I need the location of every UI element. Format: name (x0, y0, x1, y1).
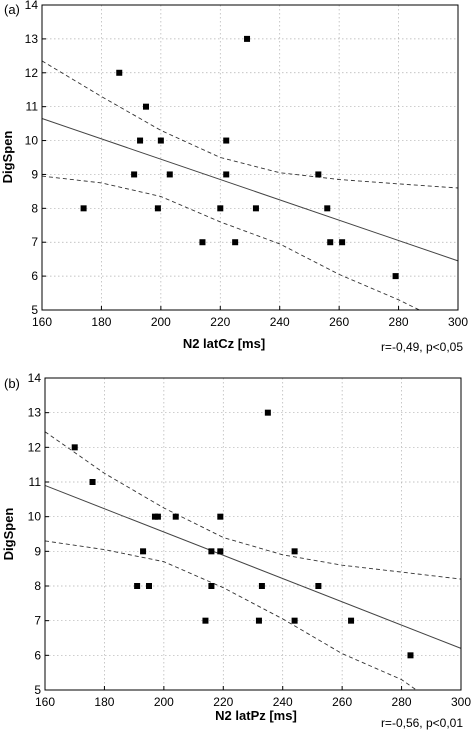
x-tick-label: 300 (448, 315, 468, 329)
y-tick-label: 13 (25, 32, 39, 46)
panel-label: (a) (4, 2, 20, 17)
y-tick-label: 14 (25, 0, 39, 12)
data-point (172, 513, 179, 520)
x-tick-label: 180 (91, 315, 111, 329)
data-point (264, 409, 271, 416)
y-tick-label: 9 (31, 167, 38, 181)
confidence-band-lower (41, 175, 420, 311)
data-point (223, 137, 230, 144)
y-tick-label: 12 (25, 66, 39, 80)
stat-annotation: r=-0,56, p<0,01 (381, 716, 463, 730)
y-tick-label: 13 (28, 406, 42, 420)
data-point (166, 171, 173, 178)
data-point (143, 103, 149, 110)
x-tick-label: 200 (154, 695, 174, 709)
data-point (315, 583, 322, 589)
panel-label: (b) (4, 376, 20, 391)
x-tick-label: 280 (392, 695, 412, 709)
x-tick-label: 300 (451, 695, 471, 709)
x-tick-label: 260 (332, 695, 352, 709)
y-tick-label: 8 (31, 201, 38, 215)
data-point (258, 583, 265, 589)
data-point (217, 513, 224, 520)
x-tick-label: 280 (389, 315, 409, 329)
x-tick-label: 240 (270, 315, 290, 329)
data-point (202, 617, 209, 624)
y-axis-label: DigSpen (0, 131, 15, 184)
data-point (80, 205, 87, 212)
y-tick-label: 8 (34, 579, 41, 593)
data-point (154, 205, 161, 212)
x-tick-label: 200 (151, 315, 171, 329)
data-point (223, 171, 230, 178)
plot-frame (44, 377, 462, 691)
y-tick-label: 9 (34, 544, 41, 558)
data-point (324, 205, 331, 212)
y-tick-label: 5 (31, 303, 38, 317)
data-point (348, 617, 355, 624)
y-tick-label: 7 (34, 614, 41, 628)
data-point (232, 239, 239, 246)
x-axis-label: N2 latCz [ms] (183, 336, 265, 351)
data-point (291, 617, 298, 624)
data-point (255, 617, 262, 624)
chart-panel-0: 160 180 200 220 240 260 280 300 5 6 7 8 9 10 11 12 13 14 (… (0, 0, 468, 354)
data-point (208, 548, 215, 555)
x-tick-label: 240 (273, 695, 293, 709)
data-point (217, 548, 224, 555)
data-point (244, 35, 251, 42)
data-point (339, 239, 346, 246)
stat-annotation: r=-0,49, p<0,05 (381, 340, 463, 354)
x-tick-label: 220 (213, 695, 233, 709)
x-tick-label: 260 (329, 315, 349, 329)
y-tick-label: 12 (28, 440, 42, 454)
data-point (315, 171, 322, 178)
y-axis-label: DigSpen (1, 508, 16, 561)
data-point (157, 137, 164, 144)
confidence-band-lower (44, 540, 417, 691)
x-tick-label: 160 (32, 315, 52, 329)
y-tick-label: 11 (26, 100, 39, 114)
regression-line (44, 485, 462, 649)
confidence-band-upper (41, 60, 459, 189)
data-point (392, 273, 399, 280)
data-point (116, 69, 123, 76)
data-point (137, 137, 144, 144)
data-point (134, 583, 141, 589)
chart-panel-1: 160 180 200 220 240 260 280 300 5 6 7 8 9 10 11 12 13 14 (… (1, 371, 471, 730)
regression-line (41, 118, 459, 262)
data-point (140, 548, 147, 555)
data-point (407, 652, 414, 659)
data-point (131, 171, 138, 178)
y-tick-label: 7 (31, 235, 38, 249)
y-tick-label: 5 (34, 683, 41, 697)
data-point (291, 548, 298, 555)
y-tick-label: 10 (25, 134, 39, 148)
data-point (327, 239, 334, 246)
confidence-band-upper (44, 431, 462, 580)
y-tick-label: 11 (29, 475, 42, 489)
x-axis-label: N2 latPz [ms] (215, 708, 297, 723)
data-point (217, 205, 224, 212)
x-tick-label: 160 (35, 695, 55, 709)
x-tick-label: 220 (210, 315, 230, 329)
y-tick-label: 6 (31, 269, 38, 283)
y-tick-label: 6 (34, 648, 41, 662)
x-tick-label: 180 (94, 695, 114, 709)
y-tick-label: 10 (28, 510, 42, 524)
data-point (89, 479, 96, 485)
data-point (154, 513, 161, 520)
data-point (252, 205, 259, 212)
data-point (208, 583, 215, 589)
data-point (199, 239, 206, 246)
plot-frame (41, 4, 459, 311)
data-point (71, 444, 78, 451)
y-tick-label: 14 (28, 371, 42, 385)
data-point (146, 583, 152, 589)
